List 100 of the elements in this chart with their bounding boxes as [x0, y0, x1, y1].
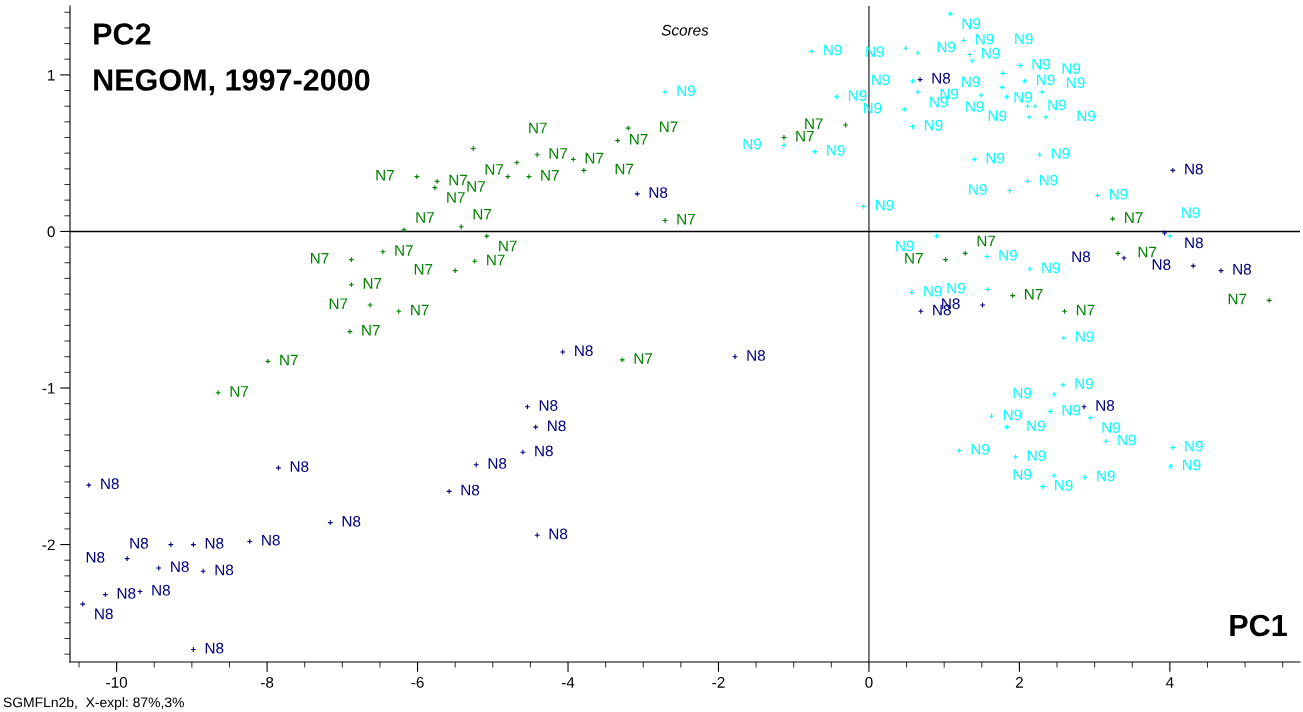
- point: [1218, 267, 1224, 274]
- text: N9: [1062, 404, 1081, 416]
- y-tick-label: -2: [42, 539, 55, 551]
- text: N7: [363, 278, 382, 289]
- text: N9: [937, 41, 956, 53]
- text: N9: [1032, 58, 1051, 70]
- x-tick-label: -2: [712, 676, 725, 688]
- point: [401, 226, 407, 233]
- point: [732, 353, 738, 360]
- text: N7: [487, 254, 505, 266]
- text: N9: [982, 47, 1000, 59]
- text: N8: [488, 458, 507, 469]
- point: [978, 92, 984, 99]
- x-tick-label: -8: [260, 676, 274, 688]
- text: Scores: [661, 24, 709, 36]
- text: N9: [1037, 74, 1055, 86]
- text: N9: [1097, 470, 1115, 482]
- text: N8: [86, 551, 105, 563]
- point: [559, 349, 566, 355]
- text: N9: [896, 240, 914, 252]
- text: N9: [1182, 207, 1200, 219]
- text: N7: [1125, 212, 1143, 223]
- text: N7: [1138, 246, 1157, 258]
- text: N7: [677, 213, 695, 225]
- text: N9: [962, 76, 980, 88]
- text: N9: [1013, 468, 1032, 480]
- text: N8: [539, 400, 558, 411]
- text: N8: [549, 528, 568, 540]
- text: N7: [414, 264, 433, 275]
- text: N8: [747, 349, 765, 361]
- text: N7: [977, 235, 996, 247]
- text: N7: [329, 298, 348, 309]
- point: [1026, 266, 1033, 272]
- text: NEGOM, 1997-2000: [94, 69, 370, 96]
- text: SGMFLn2b, X-expl: 87%,3%: [3, 697, 184, 710]
- text: N9: [976, 33, 994, 45]
- text: N9: [1048, 99, 1066, 111]
- text: N9: [1015, 33, 1033, 45]
- text: N7: [905, 253, 923, 264]
- text: N9: [1077, 110, 1096, 122]
- point: [1051, 391, 1057, 398]
- point: [1060, 381, 1066, 388]
- text: N9: [1110, 188, 1128, 200]
- text: N9: [947, 282, 965, 294]
- text: N7: [541, 170, 559, 181]
- point: [1161, 230, 1168, 236]
- text: N7: [230, 386, 249, 397]
- text: N9: [827, 144, 845, 156]
- text: N9: [1102, 422, 1121, 433]
- x-tick-label: -6: [411, 676, 424, 688]
- text: N7: [630, 134, 648, 145]
- text: N8: [548, 420, 566, 432]
- point: [1114, 250, 1121, 257]
- text: N9: [986, 152, 1005, 164]
- text: N8: [130, 537, 149, 549]
- text: N9: [924, 285, 942, 297]
- text: N8: [152, 584, 170, 596]
- x-tick-label: 2: [1015, 676, 1023, 688]
- text: N9: [988, 110, 1007, 122]
- x-tick-label: 0: [865, 676, 873, 688]
- text: N9: [848, 90, 867, 101]
- point: [137, 588, 143, 595]
- text: N9: [969, 184, 987, 195]
- text: N7: [585, 152, 604, 164]
- text: N9: [1067, 77, 1085, 89]
- text: N9: [1014, 91, 1033, 103]
- text: N9: [743, 138, 762, 150]
- point: [1051, 472, 1057, 479]
- text: N9: [1075, 378, 1093, 389]
- text: N8: [1185, 163, 1203, 175]
- text: N8: [101, 478, 119, 490]
- text: N7: [499, 240, 517, 252]
- text: N8: [575, 345, 593, 357]
- text: N8: [461, 484, 480, 496]
- text: N7: [529, 122, 547, 134]
- text: N8: [1072, 251, 1091, 263]
- text: N8: [205, 642, 224, 654]
- text: N8: [1096, 400, 1115, 411]
- x-tick-label: 4: [1165, 677, 1174, 688]
- text: N8: [262, 534, 280, 546]
- text: N7: [1076, 304, 1095, 316]
- text: N9: [1013, 387, 1032, 399]
- text: N7: [280, 354, 298, 366]
- x-axis-title: PC1: [1230, 614, 1287, 637]
- text: N9: [1028, 450, 1046, 461]
- series-label: N9: [1055, 479, 1073, 491]
- text: N7: [416, 212, 434, 223]
- point: [1121, 255, 1127, 262]
- text: N9: [971, 443, 990, 455]
- text: N9: [1042, 262, 1060, 274]
- text: N9: [1003, 409, 1022, 421]
- text: N9: [999, 249, 1017, 261]
- x-tick-label: -10: [106, 676, 128, 688]
- text: N9: [966, 101, 984, 113]
- text: N7: [1024, 289, 1043, 300]
- text: N9: [677, 85, 695, 97]
- text: N7: [549, 148, 568, 159]
- text: N7: [1228, 293, 1247, 305]
- text: N9: [1076, 331, 1094, 343]
- text: N9: [1027, 420, 1045, 432]
